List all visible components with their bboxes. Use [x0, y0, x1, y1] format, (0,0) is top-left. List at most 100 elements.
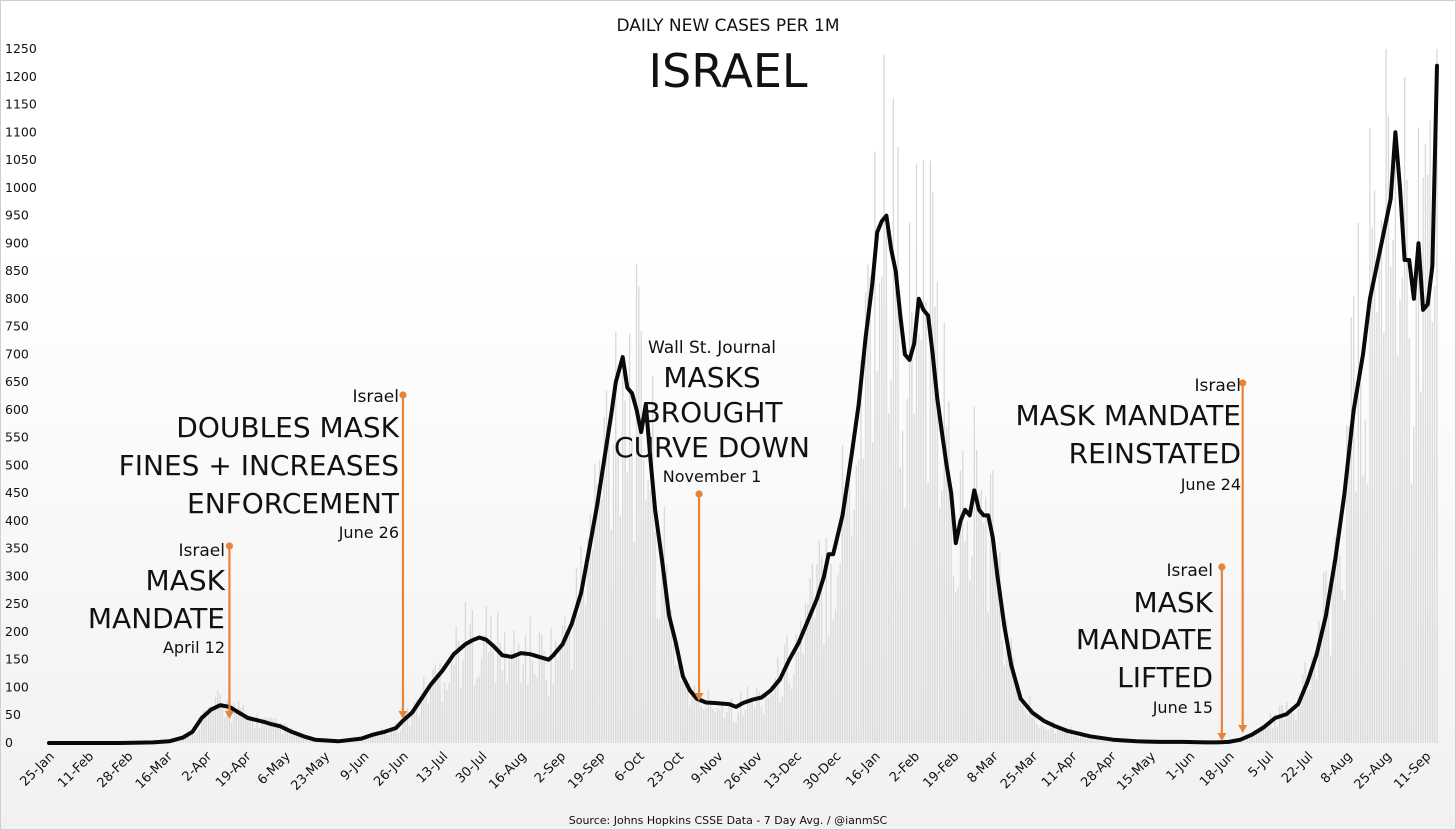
- annotation-arrowhead: [224, 711, 234, 719]
- annotation-headline: BROUGHT: [641, 396, 783, 429]
- x-tick-label: 2-Apr: [180, 749, 216, 785]
- x-tick-label: 11-Sep: [1391, 749, 1434, 792]
- annotation-date: June 26: [338, 523, 399, 542]
- annotation-date: June 24: [1180, 475, 1241, 494]
- y-tick-label: 800: [5, 291, 29, 306]
- x-tick-label: 13-Dec: [762, 749, 805, 792]
- x-tick-label: 8-Aug: [1318, 749, 1356, 787]
- x-tick-label: 15-May: [1114, 749, 1159, 794]
- x-tick-label: 18-Jun: [1197, 749, 1238, 790]
- y-tick-label: 0: [5, 735, 13, 750]
- y-tick-label: 1100: [5, 124, 37, 139]
- chart-title: DAILY NEW CASES PER 1M: [616, 16, 839, 36]
- x-tick-label: 9-Nov: [689, 749, 727, 787]
- y-tick-label: 1050: [5, 152, 37, 167]
- y-tick-label: 950: [5, 208, 29, 223]
- y-tick-label: 1250: [5, 41, 37, 56]
- y-tick-label: 100: [5, 679, 29, 694]
- y-axis: 0 50 100 150 200 250 300 350 400 450 500 550 600 650 7…: [5, 41, 37, 750]
- annotation-headline: MANDATE: [88, 602, 225, 635]
- x-tick-label: 23-Oct: [645, 749, 687, 791]
- x-tick-label: 26-Nov: [722, 749, 766, 793]
- x-tick-label: 5-Jul: [1246, 749, 1277, 780]
- x-tick-label: 6-May: [255, 749, 294, 788]
- annotation-headline: LIFTED: [1117, 661, 1213, 694]
- annotation-headline: MASK: [146, 564, 226, 597]
- annotation-headline: FINES + INCREASES: [119, 449, 399, 482]
- y-tick-label: 900: [5, 235, 29, 250]
- annotation-headline: MASKS: [663, 361, 760, 394]
- annotation-source: Israel: [1167, 561, 1213, 581]
- x-tick-label: 6-Oct: [612, 749, 648, 785]
- y-tick-label: 600: [5, 402, 29, 417]
- x-tick-label: 16-Mar: [133, 749, 176, 792]
- y-tick-label: 750: [5, 319, 29, 334]
- x-tick-label: 25-Aug: [1352, 749, 1395, 792]
- annotation-dot: [399, 391, 407, 399]
- annotation-dot: [225, 542, 234, 550]
- annotation-source: Israel: [179, 541, 225, 561]
- annotation-headline: DOUBLES MASK: [176, 411, 399, 444]
- x-tick-label: 19-Apr: [213, 749, 255, 791]
- annotation-date: November 1: [663, 467, 762, 486]
- daily-bars: [147, 49, 1438, 743]
- y-tick-label: 400: [5, 513, 29, 528]
- annotation-source: Israel: [1195, 376, 1241, 396]
- annotation-headline: ENFORCEMENT: [187, 487, 400, 520]
- x-tick-label: 22-Jul: [1279, 749, 1316, 786]
- y-tick-label: 200: [5, 624, 29, 639]
- x-tick-label: 28-Feb: [95, 749, 137, 791]
- y-tick-label: 50: [5, 707, 21, 722]
- source-note: Source: Johns Hopkins CSSE Data - 7 Day …: [569, 814, 888, 827]
- y-tick-label: 550: [5, 430, 29, 445]
- annotation-date: April 12: [163, 638, 225, 657]
- annotation-date: June 15: [1152, 698, 1213, 717]
- y-tick-label: 300: [5, 568, 29, 583]
- x-tick-label: 2-Feb: [887, 749, 923, 785]
- annotation-arrowhead: [1238, 725, 1248, 733]
- x-tick-label: 28-Apr: [1078, 749, 1120, 791]
- x-tick-label: 9-Jun: [338, 749, 373, 784]
- x-tick-label: 25-Jan: [18, 749, 58, 789]
- x-tick-label: 1-Jun: [1164, 749, 1199, 784]
- x-tick-label: 2-Sep: [532, 749, 569, 786]
- x-tick-label: 16-Jan: [843, 749, 883, 789]
- annotation-source: Wall St. Journal: [648, 338, 776, 358]
- x-tick-label: 23-May: [288, 749, 333, 794]
- y-tick-label: 500: [5, 457, 29, 472]
- annotation-arrowhead: [694, 693, 704, 701]
- y-tick-label: 1200: [5, 69, 37, 84]
- series-layer: [47, 63, 1439, 745]
- x-tick-label: 30-Dec: [801, 749, 844, 792]
- annotation-dot: [1218, 563, 1226, 571]
- y-tick-label: 650: [5, 374, 29, 389]
- x-tick-label: 19-Sep: [565, 749, 608, 792]
- y-tick-label: 850: [5, 263, 29, 278]
- chart-subtitle: ISRAEL: [648, 44, 807, 98]
- annotation-headline: MANDATE: [1076, 623, 1213, 656]
- x-tick-label: 26-Jun: [371, 749, 412, 790]
- y-tick-label: 1150: [5, 97, 37, 112]
- annotation-dot: [1239, 379, 1247, 387]
- y-tick-label: 250: [5, 596, 29, 611]
- x-tick-label: 25-Mar: [998, 749, 1041, 792]
- series-line: [47, 63, 1439, 745]
- y-tick-label: 700: [5, 346, 29, 361]
- x-tick-label: 16-Aug: [486, 749, 529, 792]
- annotation-arrowhead: [398, 711, 408, 719]
- x-tick-label: 8-Mar: [965, 749, 1003, 787]
- annotation-headline: MASK MANDATE: [1016, 399, 1241, 432]
- annotation-headline: CURVE DOWN: [614, 431, 810, 464]
- x-tick-label: 30-Jul: [453, 749, 490, 786]
- x-tick-label: 11-Feb: [55, 749, 97, 791]
- x-tick-label: 11-Apr: [1039, 749, 1081, 791]
- y-tick-label: 450: [5, 485, 29, 500]
- x-tick-label: 13-Jul: [414, 749, 451, 786]
- annotations: Israel MASK MANDATE April 12 Israel DOUBLES M…: [88, 338, 1248, 741]
- x-tick-label: 19-Feb: [920, 749, 962, 791]
- annotation-source: Israel: [353, 387, 399, 407]
- annotation-dot: [695, 490, 703, 498]
- annotation-arrowhead: [1217, 733, 1227, 741]
